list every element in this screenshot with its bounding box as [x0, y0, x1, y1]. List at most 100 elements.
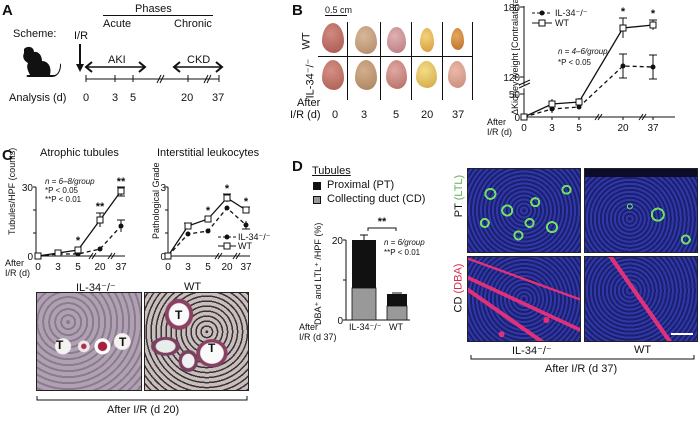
kidney-image-il34-d3	[355, 60, 377, 90]
svg-text:37: 37	[647, 123, 659, 134]
svg-text:0: 0	[337, 316, 343, 327]
c-chart2-title: Interstitial leukocytes	[157, 147, 260, 159]
tubule-marker: T	[175, 308, 183, 322]
svg-text:3: 3	[185, 262, 191, 273]
c-annotation-p2: **P < 0.01	[45, 195, 82, 204]
svg-text:*: *	[206, 205, 211, 217]
phase-acute: Acute	[103, 18, 132, 30]
b-annotation-n: n = 4–6/group	[558, 47, 608, 56]
phases-title: Phases	[135, 3, 172, 15]
scheme-label: Scheme:	[13, 28, 57, 40]
legend-swatch-proximal	[313, 182, 321, 190]
b-annotation-p: *P < 0.05	[558, 58, 591, 67]
d-legend-collecting: Collecting duct (CD)	[327, 193, 426, 205]
panel-label-b: B	[292, 2, 303, 19]
kidney-image-il34-d37	[448, 61, 466, 88]
svg-text:*: *	[76, 235, 81, 247]
svg-text:5: 5	[205, 262, 211, 273]
svg-text:0: 0	[165, 262, 171, 273]
timepoint: 0	[332, 109, 339, 121]
svg-text:**: **	[378, 216, 387, 228]
d-xtick-wt: WT	[389, 322, 403, 332]
kidney-image-wt-d3	[355, 26, 377, 54]
svg-text:20: 20	[94, 262, 106, 273]
svg-text:*: *	[225, 183, 230, 195]
fluorescence-image-cd-il34	[467, 256, 581, 342]
kidney-grid-hline	[318, 56, 472, 57]
timepoint: 37	[452, 109, 465, 121]
svg-text:*: *	[651, 8, 656, 20]
panel-label-a: A	[2, 2, 13, 19]
b-kidney-weight-chart: 180 120 50 0 0 3 5 20 37	[503, 3, 675, 134]
tubule-marker: T	[56, 338, 64, 352]
timepoint: 3	[361, 109, 368, 121]
svg-text:3: 3	[160, 183, 166, 194]
kidney-grid-vline	[347, 22, 348, 100]
ckd-label: CKD	[187, 54, 211, 66]
timeline-diagram	[76, 44, 224, 84]
histo-label-wt: WT	[184, 281, 202, 293]
analysis-label: Analysis (d)	[9, 92, 67, 104]
scale-bar	[325, 15, 347, 16]
b-legend-il34: IL-34⁻/⁻	[555, 8, 588, 18]
d-xtick-il34: IL-34⁻/⁻	[349, 322, 382, 332]
svg-text:*: *	[244, 196, 249, 208]
c-legend-il34: IL-34⁻/⁻	[238, 232, 271, 242]
phases-line	[103, 15, 213, 16]
row-label-il34: IL-34⁻/⁻	[304, 58, 317, 99]
pt-ltl-label: PT (LTL)	[453, 175, 465, 217]
svg-text:5: 5	[75, 262, 81, 273]
d-stacked-bar-chart: 20 0 **	[332, 216, 410, 327]
cd-dba-label: CD (DBA)	[452, 264, 464, 313]
svg-text:*: *	[621, 6, 626, 18]
after-ir-label: I/R (d)	[290, 109, 321, 121]
kidney-image-il34-d0	[322, 60, 344, 90]
b-xlabel-after: After I/R (d)	[487, 117, 513, 137]
histology-image-wt: T T	[144, 292, 249, 391]
panel-label-d: D	[292, 158, 303, 175]
svg-text:0: 0	[514, 113, 520, 124]
kidney-grid-vline	[442, 22, 443, 100]
c-annotation-n: n = 6–8/group	[45, 177, 95, 186]
cd-prefix: CD	[452, 293, 465, 313]
d-legend-proximal: Proximal (PT)	[327, 179, 395, 191]
fluorescence-image-pt-wt	[584, 168, 698, 253]
fluo-col-wt: WT	[634, 344, 652, 356]
legend-swatch-collecting	[313, 196, 321, 204]
svg-text:50: 50	[509, 90, 521, 101]
svg-text:20: 20	[617, 123, 629, 134]
svg-text:37: 37	[240, 262, 252, 273]
panel-label-c: C	[2, 147, 13, 164]
svg-text:**: **	[96, 201, 105, 213]
histo-caption: After I/R (d 20)	[107, 404, 180, 416]
kidney-grid-vline	[380, 22, 381, 100]
kidney-image-il34-d5	[386, 60, 407, 89]
svg-text:120: 120	[503, 73, 520, 84]
svg-text:0: 0	[521, 123, 527, 134]
fluo-caption: After I/R (d 37)	[545, 363, 618, 375]
histology-image-il34: T T	[36, 292, 142, 391]
timepoint: 0	[83, 92, 90, 104]
kidney-image-il34-d20	[416, 61, 437, 88]
d-xlabel-after: After I/R (d 37)	[299, 322, 337, 342]
fluo-col-il34: IL-34⁻/⁻	[512, 345, 552, 357]
kidney-image-wt-d37	[451, 28, 464, 50]
kidney-image-wt-d20	[420, 28, 434, 52]
svg-text:180: 180	[503, 3, 520, 14]
fluorescence-image-cd-wt	[584, 256, 698, 342]
svg-text:30: 30	[22, 183, 34, 194]
svg-text:3: 3	[549, 123, 555, 134]
svg-text:0: 0	[35, 262, 41, 273]
svg-text:0: 0	[160, 252, 166, 263]
kidney-grid-vline	[411, 22, 412, 100]
ir-label: I/R	[74, 30, 89, 42]
timepoint: 20	[421, 109, 434, 121]
mouse-icon	[23, 46, 61, 77]
svg-text:37: 37	[115, 262, 127, 273]
tubule-marker: T	[119, 335, 127, 349]
b-legend-wt: WT	[555, 18, 569, 28]
pt-prefix: PT	[453, 200, 466, 218]
ltl-stain: (LTL)	[453, 174, 466, 201]
c-xlabel-after: After I/R (d)	[5, 258, 31, 278]
c-atrophic-tubules-chart: 300 ***** 0 3 5 20 37	[22, 176, 127, 273]
